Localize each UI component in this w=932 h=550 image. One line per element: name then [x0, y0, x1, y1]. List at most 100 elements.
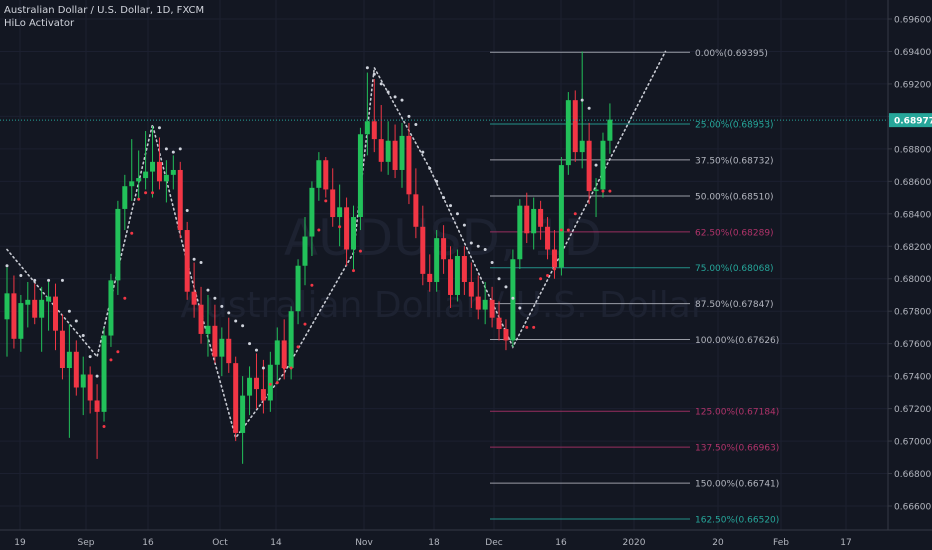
candle-body: [565, 100, 571, 166]
candle-body: [184, 230, 190, 292]
candle-body: [198, 304, 204, 334]
hilo-dot-lower: [552, 267, 556, 271]
candle-bullish: [143, 131, 149, 190]
hilo-dot-upper: [81, 334, 85, 338]
candle-body: [39, 299, 45, 318]
candle-bullish: [399, 122, 405, 188]
hilo-dot-upper: [414, 123, 418, 127]
candle-bullish: [129, 139, 135, 201]
candle-bullish: [316, 152, 322, 201]
candle-body: [156, 161, 162, 182]
candle-body: [281, 340, 287, 369]
hilo-dot-upper: [164, 147, 168, 151]
candle-body: [18, 303, 24, 339]
hilo-dot-lower: [601, 189, 605, 193]
last-price-badge: [889, 113, 932, 128]
hilo-dot-lower: [331, 196, 335, 200]
symbol-title[interactable]: Australian Dollar / U.S. Dollar, 1D, FXC…: [4, 5, 205, 16]
candle-body: [468, 281, 474, 297]
hilo-dot-upper: [171, 150, 175, 154]
candle-bullish: [115, 200, 121, 295]
candle-body: [524, 205, 530, 234]
candle-bearish: [538, 200, 544, 240]
candle-body: [427, 273, 433, 282]
hilo-dot-upper: [95, 374, 99, 378]
hilo-dot-lower: [317, 228, 321, 232]
candle-body: [482, 299, 488, 310]
hilo-dot-upper: [88, 355, 92, 359]
candle-body: [351, 217, 356, 250]
price-axis-background: [888, 0, 932, 530]
candle-body: [558, 165, 564, 268]
candle-body: [177, 169, 183, 231]
candle-body: [101, 335, 107, 412]
price-axis[interactable]: 0.696000.694000.692000.690000.688000.686…: [887, 0, 932, 530]
time-axis[interactable]: 19 Sep 16 Oct 14 Nov 18 Dec 16 2020 20 Feb 17: [0, 529, 932, 550]
candle-body: [267, 364, 273, 401]
price-tick-label: 0.67600: [894, 340, 931, 350]
candle-bearish: [87, 366, 93, 414]
indicator-label[interactable]: HiLo Activator: [4, 18, 75, 29]
candle-bullish: [163, 160, 169, 203]
candle-body: [87, 374, 93, 401]
candle-bullish: [80, 356, 86, 416]
hilo-dot-lower: [310, 283, 314, 287]
time-axis-background: [0, 530, 932, 550]
candle-body: [489, 299, 495, 318]
trend-line[interactable]: [6, 50, 667, 440]
fib-level-label: 87.50%(0.67847): [695, 300, 774, 310]
hilo-dot-upper: [192, 257, 196, 261]
candle-bearish: [156, 137, 162, 190]
price-tick-label: 0.67800: [894, 308, 931, 318]
candle-bullish: [434, 230, 440, 292]
candle-bullish: [46, 281, 52, 331]
candle-bearish: [441, 225, 447, 274]
fib-level-label: 125.00%(0.67184): [695, 408, 779, 418]
hilo-dot-lower: [144, 191, 148, 195]
fibonacci-retracement[interactable]: 0.00%(0.69395) 25.00%(0.68953) 37.50%(0.68…: [490, 49, 779, 526]
hilo-dot-lower: [608, 189, 612, 193]
hilo-dot-lower: [268, 382, 272, 386]
candle-bullish: [565, 92, 571, 175]
candle-body: [503, 329, 509, 341]
price-tick-label: 0.68600: [894, 178, 931, 188]
candle-body: [579, 140, 585, 153]
price-tick-label: 0.66600: [894, 503, 931, 513]
hilo-dot-lower: [102, 424, 106, 428]
hilo-dot-lower: [345, 244, 349, 248]
candle-body: [600, 140, 606, 190]
hilo-dot-lower: [352, 269, 355, 273]
candle-body: [150, 161, 156, 172]
candle-bearish: [448, 246, 454, 308]
price-tick-label: 0.69600: [894, 16, 931, 26]
candle-body: [593, 189, 599, 192]
hilo-dot-upper: [518, 306, 522, 310]
candle-bearish: [59, 314, 65, 380]
candle-body: [538, 208, 544, 227]
candle-bullish: [600, 132, 606, 198]
candle-bearish: [11, 275, 17, 349]
hilo-dot-upper: [497, 277, 501, 281]
candle-body: [441, 238, 447, 260]
price-tick-label: 0.67400: [894, 373, 931, 383]
candle-body: [212, 325, 218, 357]
candle-bearish: [212, 304, 218, 364]
hilo-dot-lower: [130, 231, 134, 235]
last-price-label: 0.68977: [894, 117, 932, 127]
hilo-dot-upper: [407, 114, 411, 118]
time-tick-label: Sep: [78, 538, 95, 548]
candle-bearish: [253, 353, 259, 409]
candle-body: [94, 400, 100, 412]
candle-body: [551, 249, 557, 268]
hilo-dot-upper: [476, 244, 480, 248]
candle-bullish: [108, 273, 114, 347]
hilo-dot-upper: [5, 264, 9, 268]
hilo-dot-upper: [220, 304, 224, 308]
candle-bullish: [351, 205, 356, 271]
candle-body: [219, 338, 225, 357]
hilo-dot-lower: [358, 249, 362, 253]
hilo-dot-upper: [19, 273, 23, 277]
hilo-dot-upper: [386, 90, 390, 94]
candle-bearish: [586, 122, 592, 205]
